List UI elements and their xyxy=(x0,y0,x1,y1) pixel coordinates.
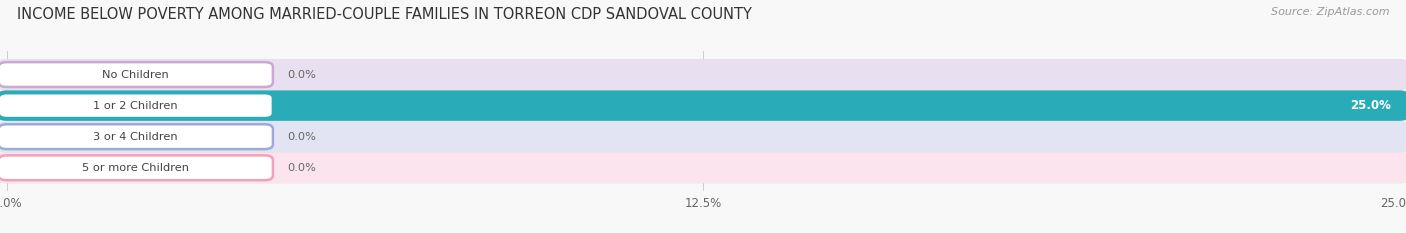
FancyBboxPatch shape xyxy=(0,153,1406,183)
FancyBboxPatch shape xyxy=(0,121,1406,152)
FancyBboxPatch shape xyxy=(0,90,1406,121)
Text: INCOME BELOW POVERTY AMONG MARRIED-COUPLE FAMILIES IN TORREON CDP SANDOVAL COUNT: INCOME BELOW POVERTY AMONG MARRIED-COUPL… xyxy=(17,7,752,22)
FancyBboxPatch shape xyxy=(0,62,273,87)
FancyBboxPatch shape xyxy=(0,121,1406,152)
Text: 0.0%: 0.0% xyxy=(287,70,316,79)
Text: 3 or 4 Children: 3 or 4 Children xyxy=(93,132,179,142)
Text: 0.0%: 0.0% xyxy=(287,132,316,142)
Text: 0.0%: 0.0% xyxy=(287,163,316,173)
Text: 5 or more Children: 5 or more Children xyxy=(83,163,190,173)
FancyBboxPatch shape xyxy=(0,155,273,180)
Text: Source: ZipAtlas.com: Source: ZipAtlas.com xyxy=(1271,7,1389,17)
FancyBboxPatch shape xyxy=(0,59,1406,90)
FancyBboxPatch shape xyxy=(0,153,1406,183)
FancyBboxPatch shape xyxy=(0,93,273,118)
Text: 25.0%: 25.0% xyxy=(1350,99,1391,112)
FancyBboxPatch shape xyxy=(0,59,1406,90)
Text: 1 or 2 Children: 1 or 2 Children xyxy=(93,101,179,111)
FancyBboxPatch shape xyxy=(0,124,273,149)
Text: No Children: No Children xyxy=(103,70,169,79)
FancyBboxPatch shape xyxy=(0,90,1406,121)
